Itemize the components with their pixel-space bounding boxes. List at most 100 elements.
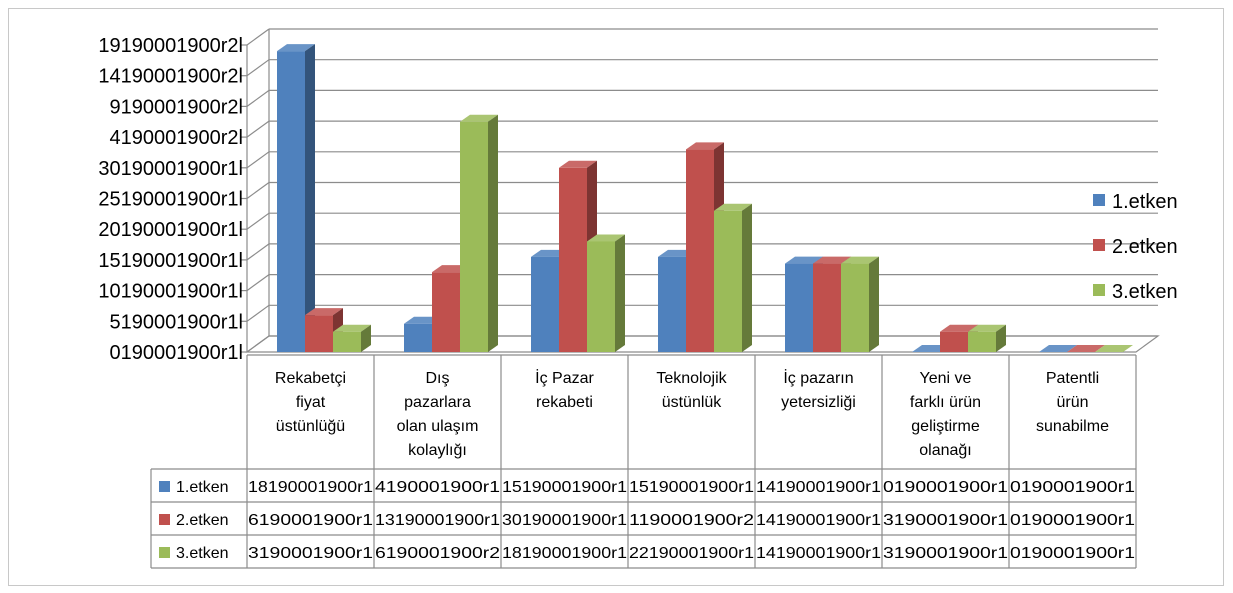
category-label: olanağı [919, 442, 972, 459]
bar-1.etken [785, 263, 813, 352]
bar-side-3.etken [869, 256, 879, 352]
bar-top-2.etken [305, 308, 343, 316]
bar-side-3.etken [742, 203, 752, 352]
data-label: 15190001900r1 [629, 479, 754, 496]
y-tick-label: 10190001900r1l [98, 281, 243, 303]
data-label: 30190001900r1 [502, 512, 627, 529]
category-label: İç pazarın [783, 368, 853, 387]
category-label: İç Pazar [535, 368, 594, 387]
category-label: üstünlük [662, 394, 723, 411]
y-tick-label: 9190001900r2l [110, 96, 243, 118]
bar-1.etken [658, 256, 686, 352]
category-label: Dış [426, 370, 450, 387]
gridline-side [246, 120, 270, 138]
legend-label: 3.etken [1112, 281, 1178, 303]
chart-frame [8, 8, 1224, 586]
y-tick-label: 25190001900r1l [98, 189, 243, 211]
data-label: 13190001900r1 [375, 512, 500, 529]
y-tick-label: 20190001900r1l [98, 219, 243, 241]
bar-3.etken [968, 331, 996, 352]
category-label: rekabeti [536, 394, 593, 411]
bar-side-3.etken [615, 234, 625, 352]
y-tick-label: 19190001900r2l [98, 35, 243, 57]
gridline-side [246, 274, 270, 292]
bar-top-1.etken [277, 44, 315, 52]
legend-key-3.etken [1093, 284, 1105, 296]
data-label: 3190001900r1 [248, 545, 373, 562]
data-label: 3190001900r1 [883, 512, 1008, 529]
bar-top-2.etken [559, 160, 597, 168]
bar-2.etken [305, 315, 333, 352]
bar-1.etken [531, 256, 559, 352]
data-label: 0190001900r1 [883, 479, 1008, 496]
data-label: 14190001900r1 [756, 512, 881, 529]
bar-top-2.etken [1067, 345, 1105, 352]
legend-label: 2.etken [1112, 236, 1178, 258]
data-label: 6190001900r2 [375, 545, 500, 562]
category-label: kolaylığı [408, 442, 467, 459]
legend-key-1.etken [1093, 194, 1105, 206]
data-label: 0190001900r1 [1010, 479, 1135, 496]
legend-label: 1.etken [1112, 191, 1178, 213]
bar-1.etken [277, 51, 305, 352]
y-tick-label: 15190001900r1l [98, 250, 243, 272]
bar-top-3.etken [968, 324, 1006, 332]
bar-top-2.etken [940, 324, 978, 332]
bar-top-2.etken [813, 256, 851, 264]
bar-top-3.etken [587, 234, 625, 242]
data-label: 14190001900r1 [756, 479, 881, 496]
category-label: Teknolojik [656, 370, 727, 387]
category-label: Yeni ve [920, 370, 972, 387]
category-label: fiyat [296, 394, 326, 411]
gridline-side [246, 89, 270, 107]
bar-top-3.etken [460, 114, 498, 122]
bar-side-1.etken [305, 44, 315, 352]
gridline-side [246, 151, 270, 169]
category-label: yetersizliği [781, 394, 856, 411]
data-label: 3190001900r1 [883, 545, 1008, 562]
bar-2.etken [686, 149, 714, 352]
data-label: 0190001900r1 [1010, 545, 1135, 562]
table-series-name: 2.etken [176, 512, 228, 529]
bar-3.etken [841, 263, 869, 352]
y-tick-label: 14190001900r2l [98, 66, 243, 88]
table-legend-key-1.etken [159, 481, 170, 492]
category-label: geliştirme [911, 418, 980, 435]
data-label: 4190001900r1 [375, 479, 500, 496]
data-label: 0190001900r1 [1010, 512, 1135, 529]
data-label: 1190001900r2 [629, 512, 754, 529]
category-label: ürün [1056, 394, 1088, 411]
bar-3.etken [587, 241, 615, 352]
category-label: farklı ürün [910, 394, 981, 411]
y-tick-label: 0190001900r1l [110, 342, 243, 364]
bar-side-3.etken [996, 324, 1006, 352]
data-label: 18190001900r1 [248, 479, 373, 496]
gridline-side [246, 304, 270, 322]
legend-key-2.etken [1093, 239, 1105, 251]
data-label: 6190001900r1 [248, 512, 373, 529]
bar-3.etken [333, 331, 361, 352]
data-label: 22190001900r1 [629, 545, 754, 562]
data-label: 15190001900r1 [502, 479, 627, 496]
bar-2.etken [432, 272, 460, 352]
bar-top-3.etken [333, 324, 371, 332]
bar-top-1.etken [785, 256, 823, 264]
table-series-name: 3.etken [176, 545, 228, 562]
bar-3.etken [714, 210, 742, 352]
bar-2.etken [813, 263, 841, 352]
bar-top-2.etken [686, 142, 724, 150]
bar-1.etken [404, 323, 432, 352]
category-label: Rekabetçi [275, 370, 346, 387]
category-label: Patentli [1046, 370, 1099, 387]
bar-side-3.etken [488, 114, 498, 352]
gridline-side [246, 182, 270, 199]
bar-top-3.etken [1095, 345, 1133, 352]
gridline-side [246, 243, 270, 261]
table-legend-key-2.etken [159, 514, 170, 525]
y-tick-label: 4190001900r2l [110, 127, 243, 149]
bar-top-1.etken [1039, 345, 1077, 352]
gridline-side [246, 28, 270, 46]
bar-top-3.etken [714, 203, 752, 211]
bar-3.etken [460, 121, 488, 352]
